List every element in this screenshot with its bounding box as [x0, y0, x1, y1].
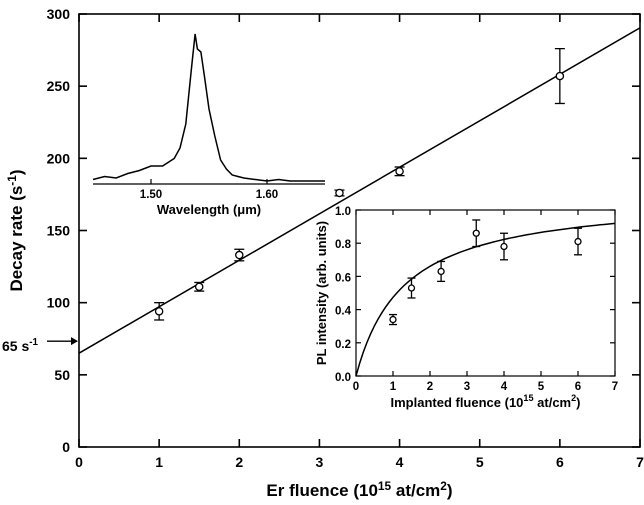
main-xtick-label: 3 [316, 454, 324, 470]
main-data-point [555, 71, 565, 81]
main-xtick-label: 2 [235, 454, 243, 470]
pl-ytick-label: 0.8 [335, 239, 352, 251]
main-ytick-label: 200 [47, 150, 71, 166]
pl-ytick-label: 0.2 [335, 339, 351, 351]
pl-xtick-label: 2 [427, 381, 433, 393]
main-ytick-label: 0 [62, 439, 70, 455]
pl-ytick-label: 0.6 [335, 272, 351, 284]
pl-xtick-label: 4 [501, 381, 508, 393]
intercept-arrow-head [71, 337, 78, 346]
pl-xtick-label: 5 [538, 381, 545, 393]
main-data-point [194, 282, 204, 292]
pl-xtick-label: 0 [353, 381, 359, 393]
pl-xtick-label: 6 [575, 381, 581, 393]
main-ytick-label: 100 [47, 295, 71, 311]
pl-fit-curve [355, 222, 616, 377]
inset-pl-plot: 0 1 2 3 4 5 6 7 0.0 0.2 0.4 0.6 0.8 1.0 Implanted flue… [314, 206, 618, 410]
main-xtick-label: 0 [75, 454, 83, 470]
main-xtick-label: 7 [636, 454, 644, 470]
main-xtick-label: 4 [396, 454, 404, 470]
spectrum-x-axis-title: Wavelength (μm) [157, 202, 261, 217]
main-fit-line [78, 27, 641, 354]
main-ytick-label: 250 [47, 78, 71, 94]
pl-data-point [472, 229, 480, 237]
pl-xtick-label: 7 [612, 381, 618, 393]
pl-data-point [500, 242, 508, 251]
pl-ytick-label: 0.0 [335, 372, 351, 384]
main-xtick-label: 5 [476, 454, 484, 470]
main-data-point [154, 307, 164, 316]
pl-data-point [407, 284, 416, 292]
pl-xtick-label: 3 [464, 381, 470, 393]
main-y-axis-title: Decay rate (s-1) [5, 169, 26, 291]
pl-y-axis-title: PL intensity (arb. units) [314, 221, 329, 365]
pl-frame [355, 209, 616, 377]
main-xtick-label: 6 [556, 454, 564, 470]
main-ytick-label: 150 [47, 223, 71, 239]
main-xtick-label: 1 [155, 454, 163, 470]
pl-x-axis-title: Implanted fluence (1015 at/cm2) [390, 393, 580, 410]
pl-data-point [437, 267, 445, 276]
spectrum-xtick-label: 1.50 [140, 189, 162, 201]
pl-data-point [389, 315, 397, 324]
pl-ytick-label: 1.0 [335, 206, 351, 218]
pl-xtick-label: 1 [390, 381, 397, 393]
main-data-point [395, 167, 404, 176]
main-ytick-label: 300 [47, 6, 71, 22]
pl-data-point [574, 237, 582, 246]
spectrum-xtick-label: 1.60 [256, 189, 278, 201]
intercept-annotation: 65 s-1 [2, 337, 39, 354]
pl-ytick-label: 0.4 [335, 306, 352, 318]
main-data-point [335, 188, 344, 198]
main-ytick-label: 50 [54, 367, 70, 383]
spectrum-line [92, 33, 325, 182]
main-data-point [235, 250, 244, 260]
main-x-axis-title: Er fluence (1015 at/cm2) [266, 479, 452, 500]
